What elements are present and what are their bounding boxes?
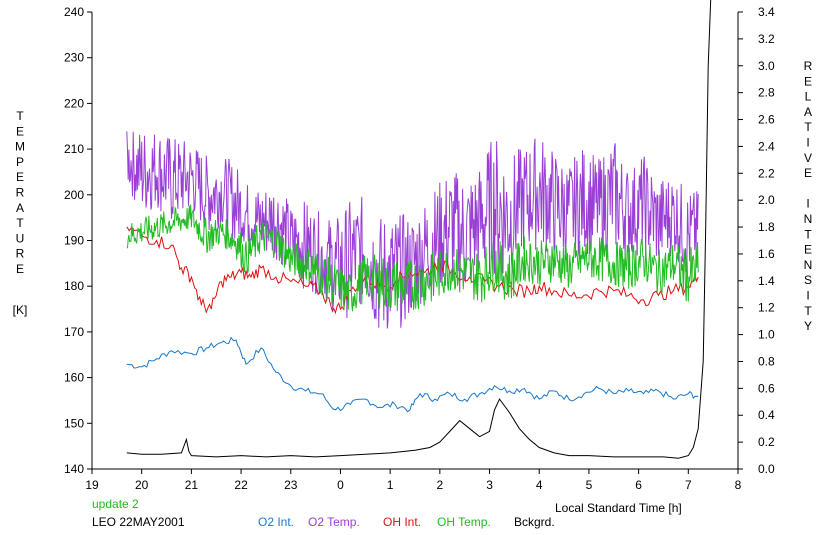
y-left-label-letter: R [16, 186, 25, 200]
y-right-tick-label: 3.2 [758, 32, 775, 46]
y-right-tick-label: 2.0 [758, 193, 775, 207]
x-tick-label: 23 [284, 478, 298, 492]
y-right-tick-label: 3.0 [758, 59, 775, 73]
y-right-label-letter: E [804, 74, 812, 88]
y-right-label-letter: E [804, 243, 812, 257]
x-tick-label: 8 [735, 478, 742, 492]
x-tick-label: 5 [586, 478, 593, 492]
y-left-label-letter: E [16, 262, 24, 276]
y-right-label-letter: N [804, 212, 813, 226]
footer: update 2 LEO 22MAY2001 O2 Int. O2 Temp. OH… [92, 497, 555, 529]
x-tick-label: 21 [185, 478, 199, 492]
y-left-label-letter: E [16, 170, 24, 184]
y-left-tick-label: 240 [64, 5, 84, 19]
x-tick-label: 6 [635, 478, 642, 492]
axes [87, 11, 743, 474]
x-tick-label: 19 [85, 478, 99, 492]
y-left-tick-label: 170 [64, 325, 84, 339]
y-left-tick-label: 190 [64, 234, 84, 248]
y-right-label-letter: A [804, 105, 812, 119]
y-right-tick-label: 0.2 [758, 435, 775, 449]
y-right-label-letter: T [804, 304, 812, 318]
y-right-tick-label: 0.6 [758, 381, 775, 395]
legend-entry: OH Temp. [437, 515, 491, 529]
y-left-label-letter: U [16, 231, 25, 245]
y-left-tick-label: 220 [64, 96, 84, 110]
x-tick-label: 4 [536, 478, 543, 492]
y-right-label-letter: L [805, 90, 812, 104]
y-left-tick-label: 140 [64, 462, 84, 476]
y-right-tick-label: 1.0 [758, 328, 775, 342]
y-right-label-letter: I [806, 197, 809, 211]
y-right-tick-label: 2.8 [758, 86, 775, 100]
y-left-unit-label: [K] [13, 303, 28, 317]
x-tick-label: 22 [234, 478, 248, 492]
y-right-label-letter: V [804, 151, 812, 165]
y-left-label-letter: T [16, 109, 24, 123]
legend-entry: O2 Int. [258, 515, 294, 529]
y-left-tick-label: 150 [64, 416, 84, 430]
y-right-tick-label: 2.2 [758, 166, 775, 180]
y-left-tick-label: 200 [64, 188, 84, 202]
y-right-label-letter: I [806, 289, 809, 303]
series-line-o2-int [126, 336, 699, 413]
series-line-oh-int [126, 226, 699, 315]
y-right-label-letter: R [804, 59, 813, 73]
axis-labels: 19 20 21 22 23 0 1 2 3 4 5 6 7 8140150160170180190200… [13, 5, 813, 515]
legend-entry: O2 Temp. [308, 515, 360, 529]
y-right-tick-label: 0.4 [758, 408, 775, 422]
y-right-tick-label: 1.8 [758, 220, 775, 234]
y-right-tick-label: 1.4 [758, 274, 775, 288]
x-tick-label: 3 [486, 478, 493, 492]
x-tick-label: 7 [685, 478, 692, 492]
y-right-label-letter: T [804, 120, 812, 134]
y-left-tick-label: 160 [64, 371, 84, 385]
legend-entry: Bckgrd. [514, 515, 555, 529]
y-left-label-letter: A [16, 201, 24, 215]
x-tick-label: 2 [437, 478, 444, 492]
y-right-label-letter: Y [804, 319, 812, 333]
y-left-label-letter: M [15, 140, 25, 154]
y-right-tick-label: 2.4 [758, 139, 775, 153]
y-left-tick-label: 210 [64, 142, 84, 156]
legend-entry: OH Int. [383, 515, 421, 529]
y-right-tick-label: 1.6 [758, 247, 775, 261]
y-right-label-letter: N [804, 258, 813, 272]
y-left-label-letter: R [16, 247, 25, 261]
y-right-tick-label: 3.4 [758, 5, 775, 19]
y-left-label-letter: P [16, 155, 24, 169]
y-left-tick-label: 230 [64, 51, 84, 65]
y-right-tick-label: 2.6 [758, 113, 775, 127]
y-left-label-letter: E [16, 124, 24, 138]
series-layer [126, 0, 712, 459]
x-axis-label: Local Standard Time [h] [555, 501, 682, 515]
y-left-tick-label: 180 [64, 279, 84, 293]
series-line-bckgrd [126, 0, 712, 459]
y-right-tick-label: 0.0 [758, 462, 775, 476]
y-right-label-letter: E [804, 166, 812, 180]
x-tick-label: 1 [387, 478, 394, 492]
y-right-tick-label: 1.2 [758, 301, 775, 315]
update-label: update 2 [92, 497, 139, 511]
y-right-tick-label: 0.8 [758, 354, 775, 368]
series-line-oh-temp [126, 204, 699, 312]
site-date-label: LEO 22MAY2001 [92, 515, 185, 529]
y-right-label-letter: I [806, 136, 809, 150]
x-tick-label: 20 [135, 478, 149, 492]
y-right-label-letter: T [804, 227, 812, 241]
x-tick-label: 0 [337, 478, 344, 492]
y-right-label-letter: S [804, 273, 812, 287]
y-left-label-letter: T [16, 216, 24, 230]
